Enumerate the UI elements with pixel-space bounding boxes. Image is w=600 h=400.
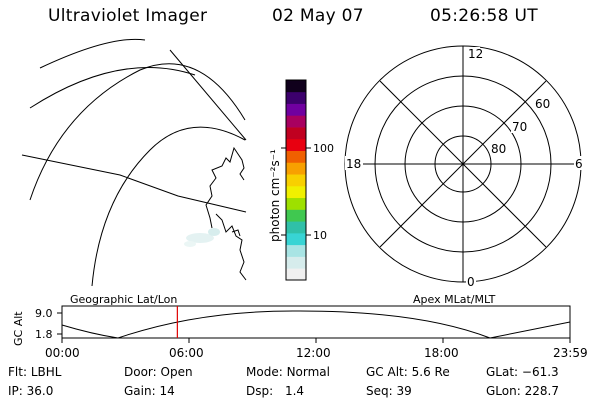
longitude-line: [169, 49, 247, 141]
colorbar-cell: [286, 209, 306, 222]
mlt-diagonal: [379, 80, 547, 248]
mlt-label-6: 6: [575, 157, 583, 171]
colorbar-cell: [286, 197, 306, 210]
info-glon: GLon: 228.7: [486, 384, 559, 398]
colorbar-cell: [286, 185, 306, 199]
time-tick-0600: 06:00: [169, 346, 204, 360]
colorbar-cell: [286, 150, 306, 163]
alt-min-label: 1.8: [35, 328, 53, 341]
time-tick-1200: 12:00: [296, 346, 331, 360]
info-glat: GLat: −61.3: [486, 365, 559, 379]
colorbar-cell: [286, 232, 306, 246]
colorbar-cell: [286, 80, 306, 93]
colorbar-cell: [286, 127, 306, 140]
alt-axis-title: GC Alt: [12, 311, 25, 346]
info-gain: Gain: 14: [124, 384, 175, 398]
longitude-line: [21, 154, 247, 213]
altitude-curve: [61, 310, 571, 339]
colorbar-tick-10: 10: [313, 229, 327, 242]
latitude-arc: [91, 126, 246, 286]
colorbar-cell: [286, 162, 306, 175]
colorbar-cell: [286, 221, 306, 234]
info-mode: Mode: Normal: [246, 365, 330, 379]
mlat-label-80: 80: [491, 142, 506, 156]
colorbar-unit-label: photon cm⁻²s⁻¹: [268, 149, 282, 242]
colorbar-cell: [286, 115, 306, 128]
apex-label: Apex MLat/MLT: [413, 293, 496, 306]
colorbar-cell: [286, 91, 306, 104]
mlat-label-70: 70: [512, 120, 527, 134]
mlt-label-0: 0: [467, 275, 475, 289]
colorbar-cell: [286, 268, 306, 281]
mlat-label-60: 60: [535, 97, 550, 111]
observation-time: 05:26:58 UT: [430, 6, 538, 26]
latitude-arc: [29, 66, 196, 109]
geographic-label: Geographic Lat/Lon: [70, 293, 177, 306]
alt-max-label: 9.0: [35, 307, 53, 320]
info-ip: IP: 36.0: [8, 384, 54, 398]
colorbar-cell: [286, 138, 306, 151]
instrument-title: Ultraviolet Imager: [48, 6, 208, 26]
latitude-arc: [29, 63, 246, 201]
info-dsp: Dsp: 1.4: [246, 384, 305, 398]
colorbar-cell: [286, 103, 306, 116]
mlt-label-18: 18: [346, 157, 361, 171]
observation-date: 02 May 07: [272, 6, 364, 26]
mlt-label-12: 12: [468, 47, 483, 61]
coastline: [205, 146, 247, 281]
colorbar-cell: [286, 244, 306, 257]
aurora-emission: [184, 228, 220, 247]
colorbar-cell: [286, 256, 306, 269]
time-tick-2359: 23:59: [553, 346, 588, 360]
info-door: Door: Open: [124, 365, 193, 379]
info-seq: Seq: 39: [366, 384, 412, 398]
colorbar-tick-100: 100: [313, 142, 334, 155]
info-flt: Flt: LBHL: [8, 365, 62, 379]
time-tick-0000: 00:00: [45, 346, 80, 360]
info-gc-alt: GC Alt: 5.6 Re: [366, 365, 450, 379]
latitude-arc: [39, 38, 146, 69]
time-tick-1800: 18:00: [424, 346, 459, 360]
colorbar-cell: [286, 174, 306, 187]
